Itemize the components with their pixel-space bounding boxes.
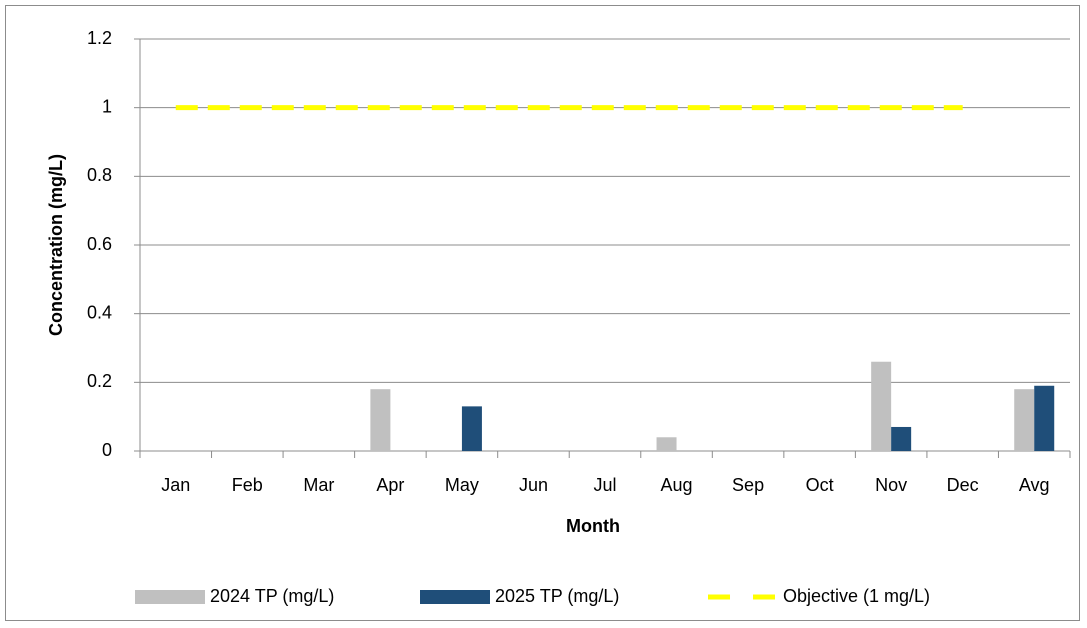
legend-label: Objective (1 mg/L)	[783, 586, 930, 606]
x-tick-label: Feb	[232, 475, 263, 495]
y-tick-label: 0.8	[87, 165, 112, 185]
y-axis-label: Concentration (mg/L)	[46, 154, 66, 336]
x-tick-label: Apr	[376, 475, 404, 495]
x-tick-label: Aug	[661, 475, 693, 495]
x-tick-label: Nov	[875, 475, 907, 495]
x-tick-label: Jul	[593, 475, 616, 495]
bar	[871, 361, 892, 451]
y-tick-label: 0	[102, 440, 112, 460]
bar	[1014, 389, 1035, 451]
legend-swatch	[420, 590, 490, 604]
y-tick-label: 1.2	[87, 28, 112, 48]
x-tick-label: Oct	[806, 475, 834, 495]
x-tick-label: May	[445, 475, 479, 495]
x-tick-label: Sep	[732, 475, 764, 495]
y-tick-label: 0.4	[87, 302, 112, 322]
legend-label: 2024 TP (mg/L)	[210, 586, 334, 606]
x-tick-label: Avg	[1019, 475, 1050, 495]
y-tick-label: 0.6	[87, 234, 112, 254]
bar	[891, 426, 912, 451]
legend-swatch	[135, 590, 205, 604]
x-tick-label: Jan	[161, 475, 190, 495]
bar	[1034, 385, 1055, 451]
x-tick-label: Jun	[519, 475, 548, 495]
x-tick-label: Dec	[947, 475, 979, 495]
x-axis-label: Month	[566, 516, 620, 536]
x-tick-label: Mar	[303, 475, 334, 495]
bar	[461, 406, 482, 451]
chart-border	[5, 5, 1080, 621]
y-tick-label: 0.2	[87, 371, 112, 391]
bar	[656, 437, 677, 451]
bar	[370, 389, 391, 451]
legend-label: 2025 TP (mg/L)	[495, 586, 619, 606]
y-tick-label: 1	[102, 96, 112, 116]
